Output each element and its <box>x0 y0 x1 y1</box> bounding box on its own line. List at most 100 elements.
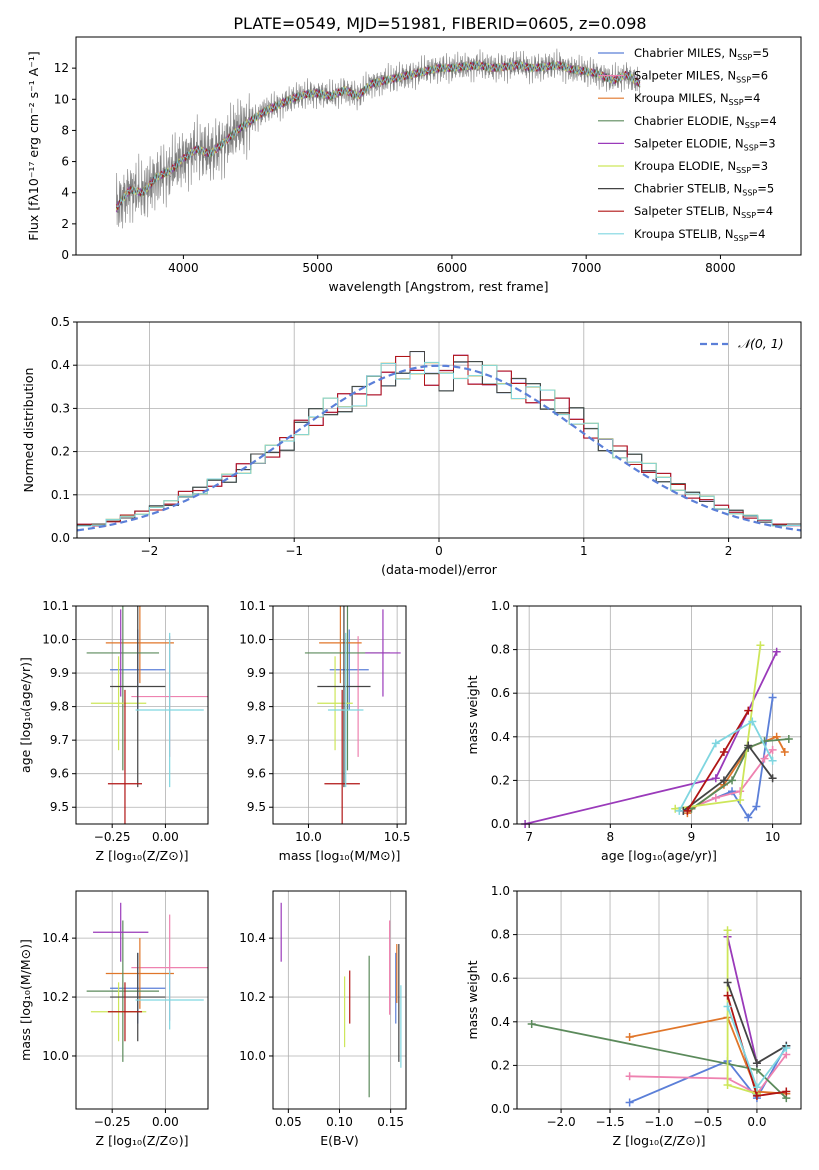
y-tick-label: 2 <box>61 217 69 231</box>
y-tick-label: 10.4 <box>239 931 266 945</box>
weight-marker <box>752 1091 761 1100</box>
y-tick-label: 0.5 <box>51 315 70 329</box>
x-tick-label: 10.5 <box>384 830 411 844</box>
y-tick-label: 9.5 <box>247 800 266 814</box>
weight-marker <box>744 813 753 822</box>
y-tick-label: 9.8 <box>50 700 69 714</box>
weight-marker <box>748 717 757 726</box>
weight-marker <box>719 748 728 757</box>
x-tick-label: −0.25 <box>94 1115 131 1129</box>
y-tick-label: 0 <box>61 248 69 262</box>
weight-marker <box>736 796 745 805</box>
legend-label-main: Chabrier ELODIE, N <box>634 114 745 128</box>
legend-label-tail: =5 <box>752 46 769 60</box>
legend-label-tail: =4 <box>749 227 766 241</box>
x-tick-label: 0.00 <box>152 830 179 844</box>
weight-marker <box>782 1087 791 1096</box>
mass_vs_Z-panel: −0.25 0.00 10.0 10.2 10.4 Z [log₁₀(Z/Z⊙)] mass… <box>18 890 209 1148</box>
x-tick-label: 0.10 <box>326 1115 353 1129</box>
legend-label: 𝒩(0, 1) <box>738 336 784 351</box>
y-tick-label: 0.0 <box>51 531 70 545</box>
y-axis-label: mass [log₁₀(M/M⊙)] <box>18 939 33 1061</box>
x-tick-label: −1.5 <box>595 1115 624 1129</box>
y-tick-label: 10.0 <box>42 1049 69 1063</box>
weight-marker <box>711 739 720 748</box>
legend-label-main: Kroupa STELIB, N <box>634 227 734 241</box>
normal-curve <box>76 364 802 532</box>
weight-line <box>726 936 758 1064</box>
weight-marker <box>711 774 720 783</box>
weight-marker <box>728 776 737 785</box>
x-axis-label: (data-model)/error <box>381 562 498 577</box>
weight-marker <box>671 804 680 813</box>
x-axis-label: Z [log₁₀(Z/Z⊙)] <box>96 1133 189 1148</box>
histogram-step <box>76 361 801 538</box>
weight-marker <box>723 991 732 1000</box>
weight-line <box>682 743 774 812</box>
x-tick-label: 8000 <box>705 261 736 275</box>
x-axis-label: wavelength [Angstrom, rest frame] <box>328 279 548 294</box>
weight-marker <box>752 802 761 811</box>
legend-label-sub: SSP <box>736 166 751 175</box>
plot-frame <box>75 36 802 256</box>
weight-marker <box>625 1098 634 1107</box>
legend-label-sub: SSP <box>736 76 751 85</box>
x-tick-label: −2 <box>141 544 159 558</box>
legend-label-sub: SSP <box>745 121 760 130</box>
y-axis-label: Normed distribution <box>21 368 36 493</box>
weight_vs_age-panel: 7 8 9 10 0.0 0.2 0.4 0.6 0.8 1.0 age [log₁₀(age/yr… <box>465 599 802 863</box>
legend-label: Salpeter MILES, NSSP=6 <box>634 69 768 85</box>
y-axis-label: age [log₁₀(age/yr)] <box>18 657 33 773</box>
legend-label-main: Chabrier STELIB, N <box>634 182 742 196</box>
y-tick-label: 10.0 <box>239 1049 266 1063</box>
weight-marker <box>780 748 789 757</box>
y-tick-label: 0.2 <box>491 773 510 787</box>
x-tick-label: 2 <box>725 544 733 558</box>
legend-label: Kroupa STELIB, NSSP=4 <box>634 227 765 243</box>
y-tick-label: 0.0 <box>491 817 510 831</box>
y-tick-label: 1.0 <box>491 599 510 613</box>
weight-line <box>682 697 774 820</box>
weight-line <box>678 720 774 812</box>
y-axis-label: mass weight <box>465 960 480 1039</box>
legend-label-sub: SSP <box>741 211 756 220</box>
legend-label: Salpeter ELODIE, NSSP=3 <box>634 136 776 152</box>
y-tick-label: 1.0 <box>491 884 510 898</box>
y-axis-label: mass weight <box>465 675 480 754</box>
legend-label-sub: SSP <box>737 53 752 62</box>
legend-label: Chabrier STELIB, NSSP=5 <box>634 182 774 198</box>
weight-line <box>629 1045 788 1104</box>
plot-frame <box>272 605 407 825</box>
mass_vs_ebv-marks <box>280 902 402 1098</box>
y-tick-label: 10.2 <box>42 990 69 1004</box>
x-tick-label: 7000 <box>571 261 602 275</box>
residuals-marks: 𝒩(0, 1) <box>76 336 802 538</box>
age_vs_Z-marks <box>86 606 208 824</box>
spectrum-model-line <box>116 60 641 208</box>
weight_vs_age-marks <box>521 641 793 828</box>
weight-marker <box>527 1019 536 1028</box>
x-tick-label: −1 <box>285 544 303 558</box>
y-tick-label: 0.1 <box>51 488 70 502</box>
y-tick-label: 9.5 <box>50 800 69 814</box>
residuals-panel: 𝒩(0, 1) −2 −1 0 1 2 0.0 0.1 0.2 0.3 0.4 0.5 (data-mo… <box>21 315 802 577</box>
weight-marker <box>723 978 732 987</box>
legend-label-tail: =3 <box>759 136 776 150</box>
legend-label-main: Kroupa ELODIE, N <box>634 159 736 173</box>
legend-label-tail: =4 <box>744 91 761 105</box>
y-tick-label: 9.7 <box>247 733 266 747</box>
weight-marker <box>772 647 781 656</box>
y-tick-label: 10.0 <box>42 633 69 647</box>
x-tick-label: 0.0 <box>747 1115 766 1129</box>
weight-marker <box>768 756 777 765</box>
x-axis-label: E(B-V) <box>320 1133 359 1148</box>
x-tick-label: 0 <box>435 544 443 558</box>
weight-marker <box>723 926 732 935</box>
y-axis-label: Flux [fλ10⁻¹⁷ erg cm⁻² s⁻¹ A⁻¹] <box>26 51 41 240</box>
legend-label: Salpeter STELIB, NSSP=4 <box>634 204 773 220</box>
spectrum-lines <box>115 48 641 229</box>
age_vs_Z-panel: −0.25 0.00 9.5 9.6 9.7 9.8 9.9 10.0 10.1 Z [log₁₀… <box>18 599 209 863</box>
x-axis-label: age [log₁₀(age/yr)] <box>601 848 717 863</box>
